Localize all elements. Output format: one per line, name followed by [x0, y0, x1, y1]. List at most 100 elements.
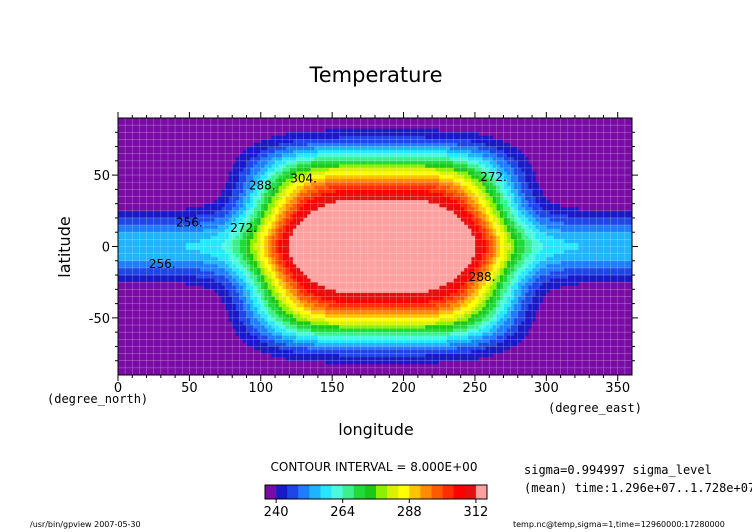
- field-cell: [364, 225, 369, 230]
- field-cell: [492, 132, 497, 137]
- field-cell: [553, 164, 558, 169]
- field-cell: [567, 217, 572, 222]
- field-cell: [282, 157, 287, 162]
- field-cell: [367, 217, 372, 222]
- field-cell: [564, 164, 569, 169]
- field-cell: [624, 121, 629, 126]
- field-cell: [489, 118, 494, 122]
- field-cell: [289, 118, 294, 122]
- field-cell: [392, 210, 397, 215]
- field-cell: [264, 128, 269, 133]
- field-cell: [228, 178, 233, 183]
- field-cell: [382, 157, 387, 162]
- field-cell: [557, 185, 562, 190]
- field-cell: [146, 135, 151, 140]
- field-cell: [446, 192, 451, 197]
- field-cell: [228, 217, 233, 222]
- field-cell: [278, 221, 283, 226]
- field-cell: [350, 167, 354, 172]
- field-cell: [153, 128, 158, 133]
- field-cell: [192, 128, 197, 133]
- field-cell: [275, 125, 280, 130]
- field-cell: [492, 189, 497, 194]
- field-cell: [485, 214, 490, 219]
- field-cell: [189, 239, 194, 244]
- field-cell: [250, 150, 255, 155]
- field-cell: [121, 118, 126, 122]
- field-cell: [128, 232, 133, 237]
- field-cell: [275, 203, 280, 208]
- field-cell: [167, 207, 172, 212]
- field-cell: [342, 171, 347, 176]
- field-cell: [264, 125, 269, 130]
- field-cell: [549, 142, 554, 147]
- field-cell: [449, 203, 454, 208]
- field-cell: [432, 196, 437, 201]
- field-cell: [382, 118, 387, 122]
- field-cell: [310, 142, 315, 147]
- field-cell: [564, 178, 569, 183]
- field-cell: [510, 128, 515, 133]
- field-cell: [317, 189, 322, 194]
- field-cell: [296, 146, 301, 151]
- field-cell: [474, 232, 479, 237]
- field-cell: [532, 217, 537, 222]
- field-cell: [164, 203, 169, 208]
- field-cell: [610, 192, 615, 197]
- field-cell: [200, 185, 205, 190]
- field-cell: [560, 167, 565, 172]
- field-cell: [303, 189, 308, 194]
- field-cell: [285, 225, 290, 230]
- field-cell: [432, 153, 437, 158]
- field-cell: [132, 207, 137, 212]
- field-cell: [235, 225, 240, 230]
- field-cell: [203, 217, 208, 222]
- field-cell: [378, 160, 383, 165]
- field-cell: [375, 235, 379, 240]
- field-cell: [457, 135, 462, 140]
- field-cell: [521, 225, 526, 230]
- field-cell: [150, 196, 155, 201]
- field-cell: [428, 142, 433, 147]
- field-cell: [417, 167, 422, 172]
- field-cell: [410, 203, 415, 208]
- field-cell: [382, 142, 387, 147]
- field-cell: [317, 135, 322, 140]
- field-cell: [275, 207, 280, 212]
- field-cell: [346, 228, 351, 233]
- field-cell: [578, 135, 583, 140]
- field-cell: [214, 157, 219, 162]
- field-cell: [182, 182, 187, 187]
- field-cell: [567, 157, 572, 162]
- field-cell: [157, 185, 162, 190]
- field-cell: [446, 142, 451, 147]
- field-cell: [392, 150, 397, 155]
- field-cell: [478, 164, 483, 169]
- field-cell: [571, 235, 576, 240]
- field-cell: [232, 121, 237, 126]
- field-cell: [517, 128, 522, 133]
- field-cell: [167, 164, 172, 169]
- field-cell: [118, 207, 122, 212]
- field-cell: [217, 121, 222, 126]
- field-cell: [353, 203, 358, 208]
- field-cell: [142, 239, 147, 244]
- field-cell: [321, 189, 326, 194]
- field-cell: [367, 182, 372, 187]
- field-cell: [417, 182, 422, 187]
- field-cell: [371, 142, 376, 147]
- field-cell: [628, 146, 633, 151]
- field-cell: [189, 178, 194, 183]
- field-cell: [239, 207, 244, 212]
- field-cell: [332, 207, 337, 212]
- field-cell: [464, 228, 469, 233]
- field-cell: [621, 146, 626, 151]
- field-cell: [424, 118, 429, 122]
- field-cell: [142, 200, 147, 205]
- field-cell: [414, 189, 419, 194]
- field-cell: [300, 153, 305, 158]
- field-cell: [449, 160, 454, 165]
- field-cell: [478, 121, 483, 126]
- field-cell: [253, 132, 258, 137]
- field-cell: [271, 128, 276, 133]
